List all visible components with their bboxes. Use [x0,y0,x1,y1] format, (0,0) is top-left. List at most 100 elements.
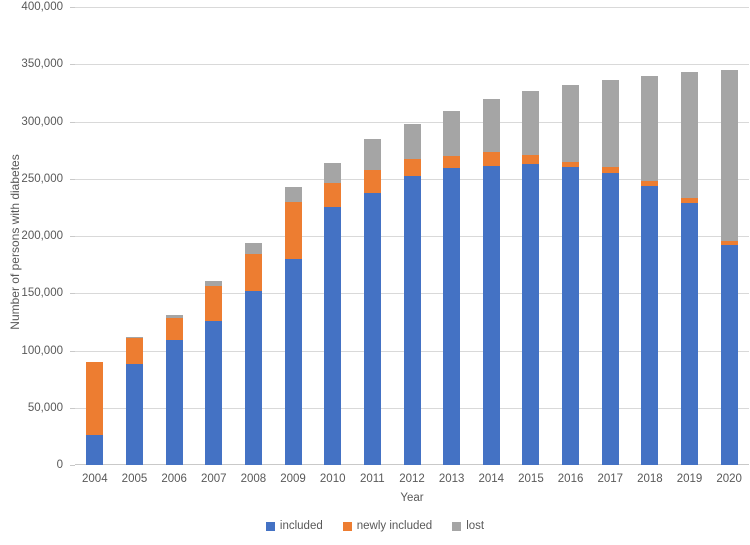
legend-swatch-newly-included-icon [342,521,352,531]
y-tick-mark [70,236,75,237]
x-tick-label-2007: 2007 [200,473,227,485]
bar-2010-newly-included [324,183,342,208]
bar-2016-newly-included [562,161,580,168]
bar-2006-lost [165,315,183,319]
bar-2018-newly-included [641,181,659,186]
bar-2018-included [641,185,659,465]
bar-2017-included [601,173,619,465]
x-tick-label-2010: 2010 [319,473,346,485]
y-tick-mark [70,121,75,123]
y-tick-mark [70,7,75,8]
bar-2016-included [562,167,580,465]
bar-2018-lost [641,75,659,182]
y-tick-label-200000: 200,000 [21,230,63,242]
bar-2012-newly-included [403,159,421,177]
bar-2006-newly-included [165,318,183,341]
y-tick-label-250000: 250,000 [21,172,63,185]
bar-2004-newly-included [86,361,104,436]
bar-2012-included [403,176,421,465]
bar-2013-lost [443,111,461,156]
legend-label-newly-included: newly included [356,520,433,532]
bar-2019-lost [681,72,699,199]
bar-2020-lost [720,70,738,241]
bar-2011-included [363,192,381,465]
legend-label-included: included [279,520,323,532]
legend-item-lost: lost [452,520,484,532]
bar-2005-newly-included [125,337,143,365]
x-tick-label-2009: 2009 [280,473,306,485]
bar-2014-lost [482,98,500,153]
bar-2005-included [125,364,143,465]
bar-2007-newly-included [205,286,223,321]
x-tick-label-2017: 2017 [597,473,624,485]
bar-2005-lost [125,336,143,338]
y-tick-label-350000: 350,000 [21,58,63,71]
bar-2012-lost [403,123,421,160]
y-axis-tick-labels: 0 50,000 100,000 150,000 200,000 250,000 300,0… [0,0,63,545]
bar-2009-included [284,258,302,465]
y-tick-mark [70,350,75,352]
y-tick-label-300000: 300,000 [21,115,63,128]
y-tick-label-50000: 50,000 [27,401,63,414]
bar-2017-lost [601,80,619,168]
bar-2019-included [681,202,699,465]
bar-2020-newly-included [720,240,738,246]
bar-2014-included [482,166,500,465]
gridline-350000 [75,64,749,66]
x-tick-label-2018: 2018 [637,473,663,485]
bar-2004-included [86,435,104,465]
legend-item-included: included [265,520,323,532]
x-tick-label-2004: 2004 [82,473,108,485]
x-tick-label-2005: 2005 [121,473,148,485]
x-tick-label-2015: 2015 [518,473,544,485]
gridline-300000 [75,121,749,123]
legend-swatch-lost-icon [452,521,462,531]
x-tick-label-2014: 2014 [478,473,505,485]
bar-2015-included [522,163,540,465]
bar-2020-included [720,245,738,465]
y-tick-mark [70,465,75,466]
y-tick-mark [70,64,75,66]
bar-2010-lost [324,162,342,184]
bar-2009-newly-included [284,201,302,259]
gridline-400000 [75,7,749,8]
bar-2007-included [205,320,223,465]
y-tick-label-0: 0 [56,459,63,471]
bar-2013-included [443,168,461,465]
x-tick-label-2006: 2006 [161,473,187,485]
bar-2011-lost [363,138,381,170]
x-tick-label-2020: 2020 [716,473,742,485]
x-axis-title: Year [400,492,424,504]
x-tick-label-2013: 2013 [438,473,465,485]
y-tick-label-150000: 150,000 [21,287,63,300]
bar-2015-newly-included [522,154,540,164]
legend-swatch-included-icon [265,521,275,531]
bar-2010-included [324,207,342,465]
x-tick-label-2012: 2012 [399,473,425,485]
bar-2016-lost [562,84,580,162]
legend-label-lost: lost [466,520,485,532]
bar-2013-newly-included [443,155,461,169]
y-tick-mark [70,178,75,180]
bar-2009-lost [284,186,302,202]
x-tick-label-2011: 2011 [359,473,385,485]
x-tick-label-2016: 2016 [557,473,584,485]
bar-2015-lost [522,90,540,155]
plot-area [75,7,749,465]
bar-2011-newly-included [363,169,381,193]
bar-2008-lost [244,242,262,255]
y-tick-mark [70,293,75,295]
legend-item-newly-included: newly included [342,520,433,532]
y-tick-label-400000: 400,000 [21,1,63,13]
bar-2008-newly-included [244,254,262,291]
y-tick-label-100000: 100,000 [21,344,63,357]
bar-2014-newly-included [482,152,500,167]
bar-2006-included [165,340,183,465]
bar-2007-lost [205,280,223,287]
bar-2017-newly-included [601,167,619,174]
legend: included newly included lost [0,520,750,532]
x-tick-label-2008: 2008 [240,473,267,485]
bar-2019-newly-included [681,198,699,203]
y-tick-mark [70,407,75,409]
